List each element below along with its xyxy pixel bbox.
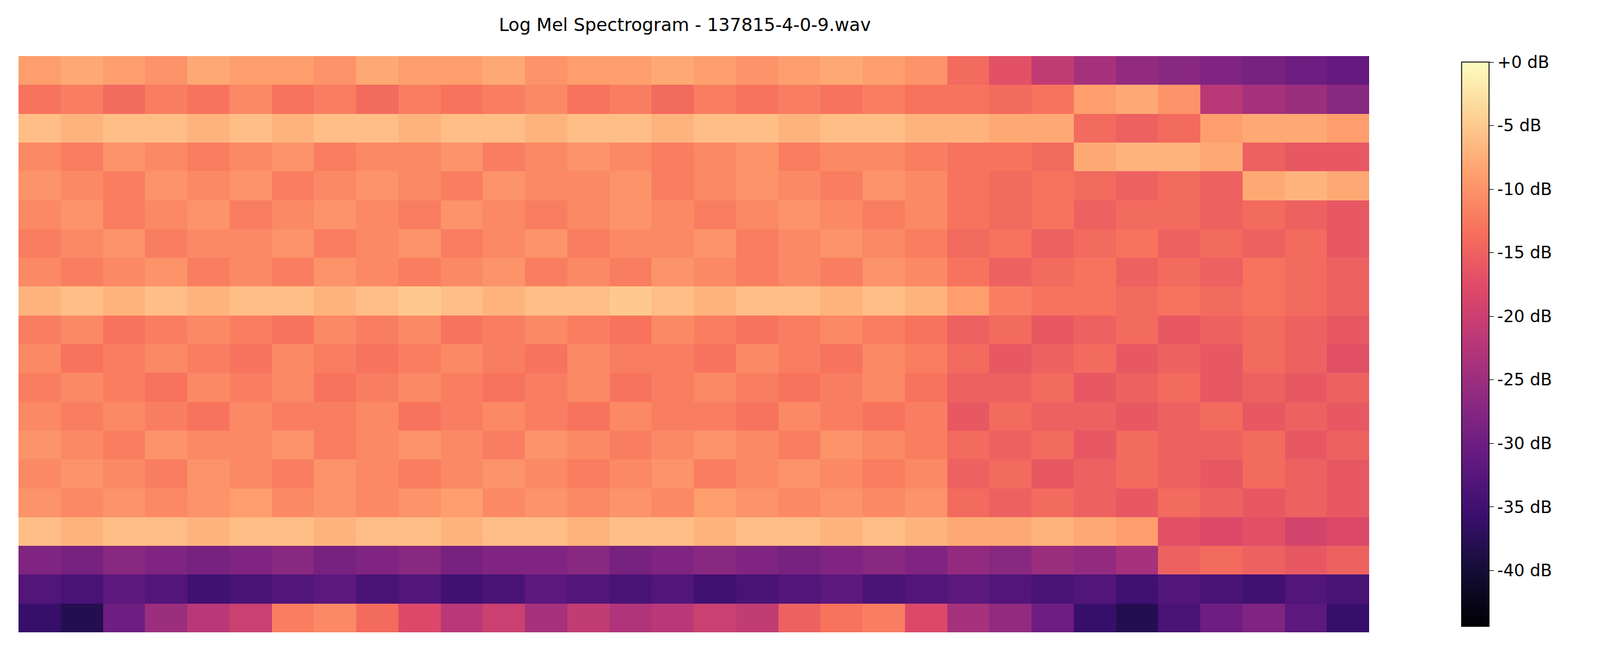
svg-text:-40 dB: -40 dB — [1497, 560, 1553, 581]
svg-text:-25 dB: -25 dB — [1497, 369, 1553, 390]
svg-text:-20 dB: -20 dB — [1497, 306, 1553, 327]
svg-text:Log Mel Spectrogram - 137815-4: Log Mel Spectrogram - 137815-4-0-9.wav — [498, 14, 871, 36]
svg-text:-30 dB: -30 dB — [1497, 433, 1553, 454]
svg-text:-5 dB: -5 dB — [1497, 115, 1542, 136]
svg-text:-35 dB: -35 dB — [1497, 497, 1553, 518]
svg-text:-10 dB: -10 dB — [1497, 179, 1553, 200]
svg-text:-15 dB: -15 dB — [1497, 242, 1553, 263]
svg-text:+0 dB: +0 dB — [1497, 52, 1550, 73]
